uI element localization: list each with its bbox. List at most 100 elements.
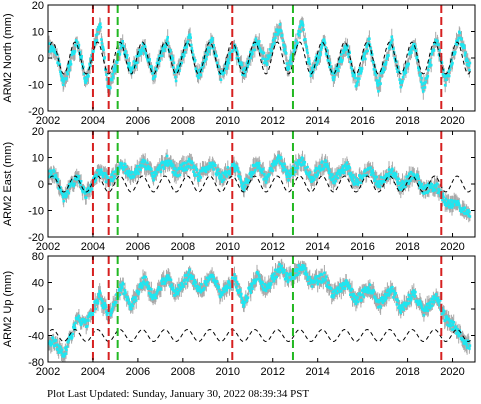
data-point [346, 281, 350, 285]
data-point [257, 43, 260, 46]
data-point [268, 286, 272, 289]
data-point [64, 195, 68, 199]
data-point [269, 53, 272, 57]
data-point [220, 175, 223, 178]
data-point [158, 59, 162, 62]
x-tick-label: 2014 [305, 366, 329, 378]
data-point [52, 48, 56, 51]
data-point [178, 173, 182, 177]
data-point [76, 317, 80, 321]
data-point [175, 168, 179, 172]
data-point [350, 293, 353, 296]
data-point [220, 180, 224, 184]
data-point [95, 175, 99, 179]
data-point [273, 41, 276, 45]
data-point [111, 72, 114, 76]
data-point [404, 71, 408, 74]
data-point [161, 45, 165, 49]
data-point [420, 83, 424, 86]
data-point [376, 185, 380, 188]
data-point [155, 172, 158, 175]
data-point [210, 40, 213, 43]
data-point [245, 61, 249, 65]
data-point [343, 287, 347, 290]
data-point [113, 64, 117, 67]
data-point [297, 264, 300, 267]
data-point [357, 181, 360, 184]
data-point [401, 303, 405, 306]
data-point [140, 282, 143, 285]
data-point [64, 352, 68, 355]
data-point [141, 284, 144, 288]
data-point [155, 292, 158, 296]
data-point [371, 291, 374, 295]
data-point [327, 171, 331, 174]
data-point [214, 164, 217, 167]
data-point [372, 68, 376, 71]
data-point [118, 293, 122, 296]
data-point [247, 62, 250, 66]
data-point [336, 171, 339, 175]
data-point [428, 58, 432, 62]
data-point [126, 61, 130, 65]
data-point [336, 176, 340, 180]
data-point [449, 324, 453, 328]
data-point [111, 75, 115, 79]
data-point [249, 289, 252, 292]
data-point [322, 166, 326, 170]
data-point [195, 287, 199, 291]
data-point [69, 60, 72, 63]
data-point [451, 61, 454, 65]
data-point [427, 189, 431, 193]
data-point [160, 279, 163, 283]
data-point [378, 185, 382, 189]
data-point [233, 278, 237, 282]
data-point [241, 186, 244, 189]
data-point [81, 188, 84, 192]
y-tick-label: 0 [38, 179, 44, 191]
data-point [464, 51, 467, 55]
data-point [59, 72, 63, 76]
data-point [457, 202, 460, 205]
data-point [438, 189, 442, 192]
data-point [290, 272, 294, 276]
data-point [134, 172, 137, 176]
data-point [455, 201, 459, 205]
y-tick-label: 80 [32, 251, 44, 263]
data-point [68, 68, 71, 72]
data-point [221, 72, 224, 76]
data-point [468, 344, 472, 347]
data-point [304, 43, 308, 47]
data-point [319, 48, 323, 51]
data-point [456, 200, 460, 203]
data-point [320, 160, 324, 163]
data-point [51, 337, 55, 340]
data-point [467, 64, 471, 67]
data-point [59, 186, 62, 189]
data-point [376, 84, 380, 87]
data-point [447, 74, 451, 78]
data-point [332, 295, 335, 299]
data-point [74, 178, 78, 181]
data-point [188, 268, 191, 272]
data-point [240, 61, 243, 64]
data-point [442, 311, 445, 314]
data-point [97, 168, 100, 172]
data-point [56, 343, 59, 347]
data-point [199, 73, 203, 77]
data-point [421, 86, 424, 90]
data-point [150, 288, 153, 291]
data-point [430, 53, 433, 56]
data-point [202, 287, 206, 290]
data-point [448, 206, 451, 209]
data-point [184, 165, 187, 169]
data-point [61, 83, 65, 87]
data-point [340, 53, 343, 56]
data-point [81, 190, 85, 194]
data-point [352, 300, 356, 303]
data-point [438, 48, 441, 52]
data-point [83, 79, 87, 83]
data-point [415, 55, 419, 58]
data-point [261, 281, 264, 284]
data-point [272, 276, 275, 279]
